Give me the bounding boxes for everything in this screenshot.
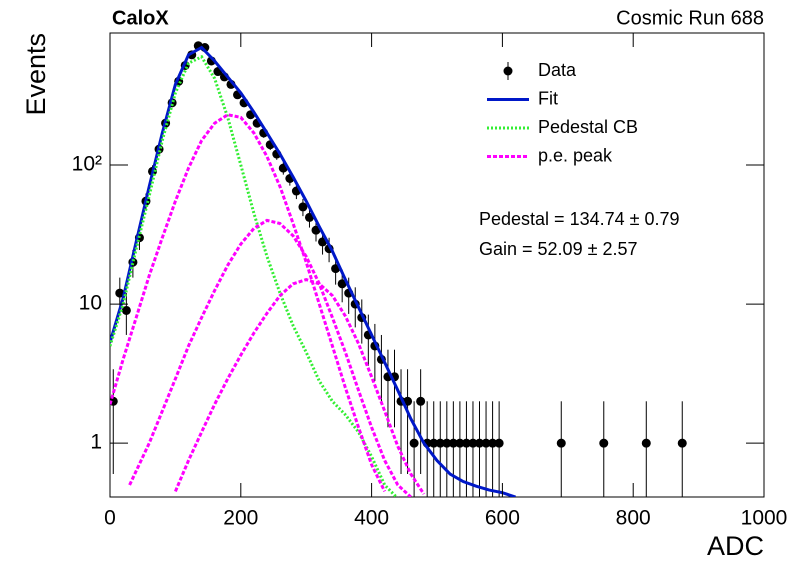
data-point (556, 438, 566, 448)
y-axis-label: Events (21, 33, 51, 116)
y-tick-label: 10² (72, 153, 102, 176)
x-axis-label: ADC (707, 531, 764, 561)
curve (110, 113, 387, 493)
legend-label: p.e. peak (538, 145, 613, 165)
curve (110, 45, 516, 497)
x-tick-label: 0 (104, 507, 116, 530)
y-tick-label: 1 (90, 431, 102, 454)
legend-marker (503, 66, 513, 76)
curve (110, 54, 399, 497)
data-point (115, 288, 125, 298)
x-tick-label: 200 (223, 507, 258, 530)
annotation: Gain = 52.09 ± 2.57 (479, 239, 638, 259)
data-point (337, 279, 347, 289)
data-point (468, 438, 478, 448)
data-point (416, 396, 426, 406)
data-point (488, 438, 498, 448)
data-point (455, 438, 465, 448)
annotation: Pedestal = 134.74 ± 0.79 (479, 209, 680, 229)
data-point (429, 438, 439, 448)
legend-label: Data (538, 60, 577, 80)
chart-title: CaloX (112, 7, 169, 29)
data-point (475, 438, 485, 448)
legend-label: Fit (538, 88, 558, 108)
y-tick-label: 10 (79, 292, 102, 315)
data-point (641, 438, 651, 448)
curve (174, 278, 426, 495)
x-tick-label: 600 (485, 507, 520, 530)
data-point (121, 305, 131, 315)
data-point (461, 438, 471, 448)
data-point (110, 396, 118, 406)
x-tick-label: 800 (616, 507, 651, 530)
plot-frame (109, 32, 765, 498)
data-point (481, 438, 491, 448)
data-point (298, 202, 308, 212)
chart-subtitle: Cosmic Run 688 (616, 7, 764, 29)
data-point (448, 438, 458, 448)
data-point (442, 438, 452, 448)
legend-label: Pedestal CB (538, 117, 638, 137)
data-point (599, 438, 609, 448)
data-point (409, 438, 419, 448)
curve (128, 218, 412, 497)
data-point (494, 438, 504, 448)
plot-area (110, 41, 687, 497)
x-tick-label: 1000 (741, 507, 788, 530)
data-point (677, 438, 687, 448)
x-tick-label: 400 (354, 507, 389, 530)
data-point (435, 438, 445, 448)
